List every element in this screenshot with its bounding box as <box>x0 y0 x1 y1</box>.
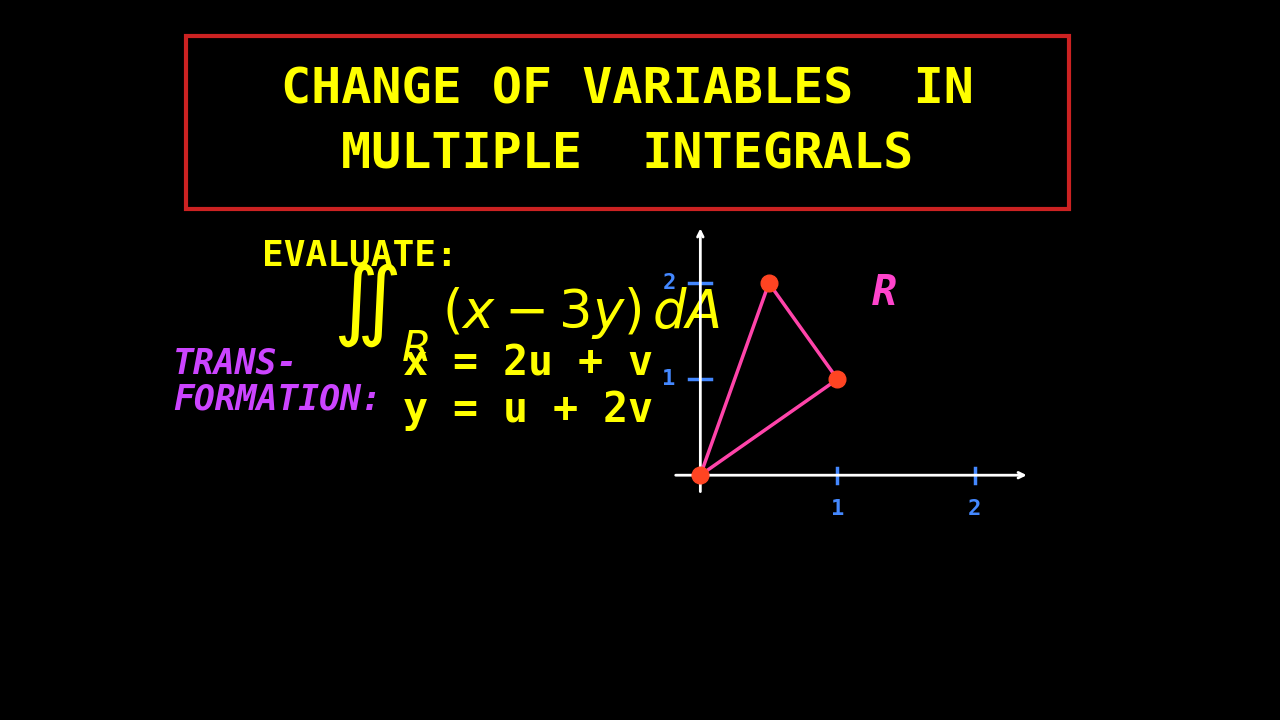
Text: x = 2u + v: x = 2u + v <box>403 343 653 384</box>
Text: R: R <box>872 272 897 314</box>
Text: CHANGE OF VARIABLES  IN: CHANGE OF VARIABLES IN <box>280 66 974 114</box>
Text: MULTIPLE  INTEGRALS: MULTIPLE INTEGRALS <box>340 131 914 179</box>
Text: $(x - 3y)\,dA$: $(x - 3y)\,dA$ <box>442 285 721 341</box>
Text: $\iint_R$: $\iint_R$ <box>333 262 429 364</box>
Text: 1: 1 <box>831 499 845 519</box>
Text: FORMATION:: FORMATION: <box>173 382 381 417</box>
Text: 2: 2 <box>968 499 982 519</box>
Text: EVALUATE:: EVALUATE: <box>262 238 458 273</box>
Text: 1: 1 <box>662 369 676 390</box>
Text: y = u + 2v: y = u + 2v <box>403 390 653 431</box>
Text: 2: 2 <box>662 273 676 293</box>
Text: TRANS-: TRANS- <box>173 346 298 381</box>
